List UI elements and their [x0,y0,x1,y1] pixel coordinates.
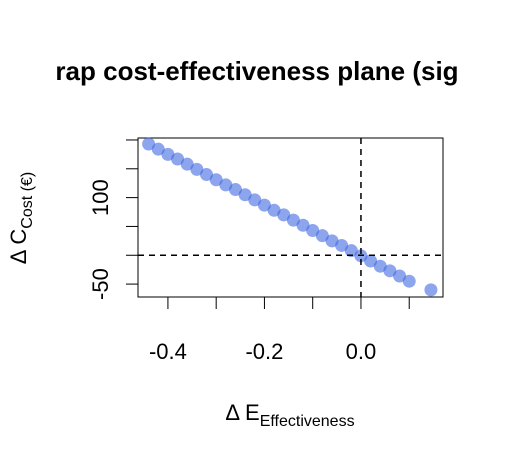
y-tick-label: -50 [88,268,113,300]
x-axis-label: Δ EEffectiveness [225,400,354,430]
y-axis-label: Δ CCost (€) [6,172,36,264]
point [171,152,185,166]
plot-frame [137,137,444,298]
point [151,142,165,156]
point [286,213,300,227]
point [267,203,281,217]
point [315,229,329,243]
x-tick-label: 0.0 [346,339,377,364]
y-tick-label: 100 [88,179,113,216]
point [344,244,358,258]
point [335,238,349,252]
x-label-main: Δ E [225,400,259,425]
y-label-main: Δ C [6,229,31,265]
point [296,218,310,232]
point [209,173,223,187]
point [373,259,387,273]
chart-title: rap cost-effectiveness plane (sig [55,56,458,86]
point [402,274,416,288]
point [306,223,320,237]
point [219,178,233,192]
point [190,162,204,176]
point [200,168,214,182]
point [393,269,407,283]
point [257,198,271,212]
point [180,157,194,171]
point [364,254,378,268]
x-label-sub: Effectiveness [260,413,355,430]
point [325,234,339,248]
point [383,264,397,278]
x-tick-label: -0.2 [245,339,283,364]
point [238,188,252,202]
point [228,183,242,197]
point [248,193,262,207]
point [161,147,175,161]
point [142,137,156,151]
point [424,283,438,297]
x-tick-label: -0.4 [149,339,187,364]
point [277,208,291,222]
y-label-sub: Cost (€) [19,172,36,229]
